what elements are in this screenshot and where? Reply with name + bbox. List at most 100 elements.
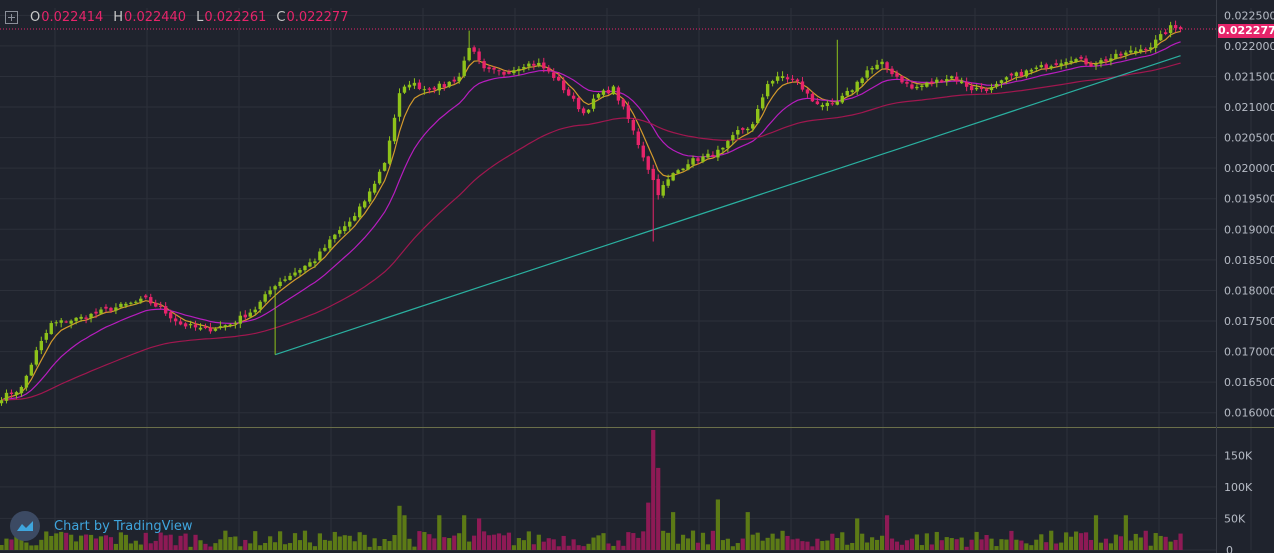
candle-body — [462, 60, 466, 77]
candle — [298, 268, 302, 276]
candle-body — [193, 324, 198, 328]
candle — [69, 319, 73, 329]
candle — [507, 69, 511, 75]
candle-body — [84, 317, 88, 319]
volume-tick-label: 0 — [1226, 544, 1233, 553]
volume-bar — [387, 541, 392, 550]
volume-bar — [964, 546, 969, 550]
candle-body — [835, 101, 839, 105]
candle — [149, 293, 153, 306]
candle-body — [1163, 32, 1168, 35]
candle — [467, 30, 471, 62]
candle-body — [661, 185, 665, 196]
trendline — [274, 55, 1181, 356]
candle — [129, 301, 133, 305]
candle — [1029, 68, 1034, 75]
volume-axis: 150K 100K 50K 0 — [1224, 449, 1253, 553]
candle — [437, 81, 441, 96]
volume-bar — [243, 539, 248, 550]
volume-bar — [1113, 534, 1118, 550]
volume-bar — [24, 542, 29, 550]
low-value: 0.022261 — [204, 10, 267, 25]
volume-bar — [780, 530, 785, 550]
candle — [696, 156, 700, 165]
candle-body — [268, 290, 272, 295]
candle-body — [1069, 60, 1073, 63]
candle — [925, 81, 929, 88]
tradingview-watermark[interactable]: Chart by TradingView — [10, 511, 192, 541]
candle-body — [447, 81, 451, 87]
candle — [1069, 56, 1073, 65]
last-price-tag: 0.022277 — [1218, 24, 1274, 38]
candle — [1104, 56, 1108, 65]
volume-bar — [685, 538, 691, 550]
candle — [1014, 71, 1019, 81]
volume-bar — [656, 467, 661, 550]
candle-body — [885, 62, 889, 69]
candle — [173, 314, 178, 326]
volume-bar — [899, 544, 905, 550]
candle — [900, 75, 904, 84]
volume-bar — [337, 536, 342, 550]
volume-bar — [546, 538, 551, 550]
candle — [935, 77, 939, 88]
candle — [686, 159, 690, 171]
candle-body — [372, 183, 377, 193]
candle — [1009, 72, 1014, 81]
price-tick-label: 0.019500 — [1224, 193, 1274, 206]
candle-body — [308, 262, 312, 267]
candle — [258, 300, 262, 313]
volume-bar — [442, 537, 447, 550]
candle-body — [1114, 53, 1118, 59]
candle — [532, 60, 536, 70]
candle-body — [293, 272, 297, 276]
volume-bar — [501, 535, 507, 550]
candle — [999, 79, 1004, 88]
volume-bar — [297, 540, 303, 550]
volume-bar — [392, 535, 397, 550]
price-tick-label: 0.016500 — [1224, 376, 1274, 389]
volume-bar — [1034, 539, 1039, 550]
candle — [1089, 61, 1093, 68]
volume-bar — [1019, 540, 1024, 550]
candle-body — [79, 316, 83, 319]
candle-body — [144, 295, 148, 298]
volume-bar — [1093, 515, 1099, 550]
volume-bar — [830, 533, 835, 550]
candle-body — [830, 103, 835, 105]
candle — [616, 85, 621, 105]
price-tick-label: 0.017500 — [1224, 315, 1274, 328]
volume-bar — [894, 541, 900, 550]
candle-body — [1094, 64, 1098, 66]
candle — [845, 87, 849, 97]
volume-bar — [1158, 535, 1163, 550]
candle-body — [427, 88, 432, 90]
volume-bar — [287, 543, 293, 550]
volume-bar — [611, 545, 616, 550]
volume-bar — [591, 537, 596, 550]
candle — [731, 131, 735, 145]
candle — [4, 389, 9, 404]
candle — [566, 87, 571, 97]
candle-body — [845, 90, 849, 96]
candle-body — [89, 313, 93, 318]
candle-body — [19, 386, 24, 394]
candle-body — [253, 309, 257, 313]
candle — [974, 84, 979, 91]
candle — [581, 106, 586, 116]
candle-body — [935, 79, 939, 83]
candle — [268, 286, 272, 297]
volume-bar — [49, 535, 54, 550]
candle — [417, 79, 422, 91]
candle — [377, 169, 382, 185]
volume-bar — [447, 538, 452, 550]
candle — [1019, 69, 1024, 77]
candle-body — [596, 94, 601, 98]
candle-body — [805, 89, 810, 94]
volume-bar — [730, 546, 735, 550]
candle-body — [1049, 66, 1053, 69]
legend-toggle-icon[interactable] — [5, 11, 18, 24]
candle-body — [790, 78, 795, 80]
volume-bar — [1039, 534, 1044, 550]
